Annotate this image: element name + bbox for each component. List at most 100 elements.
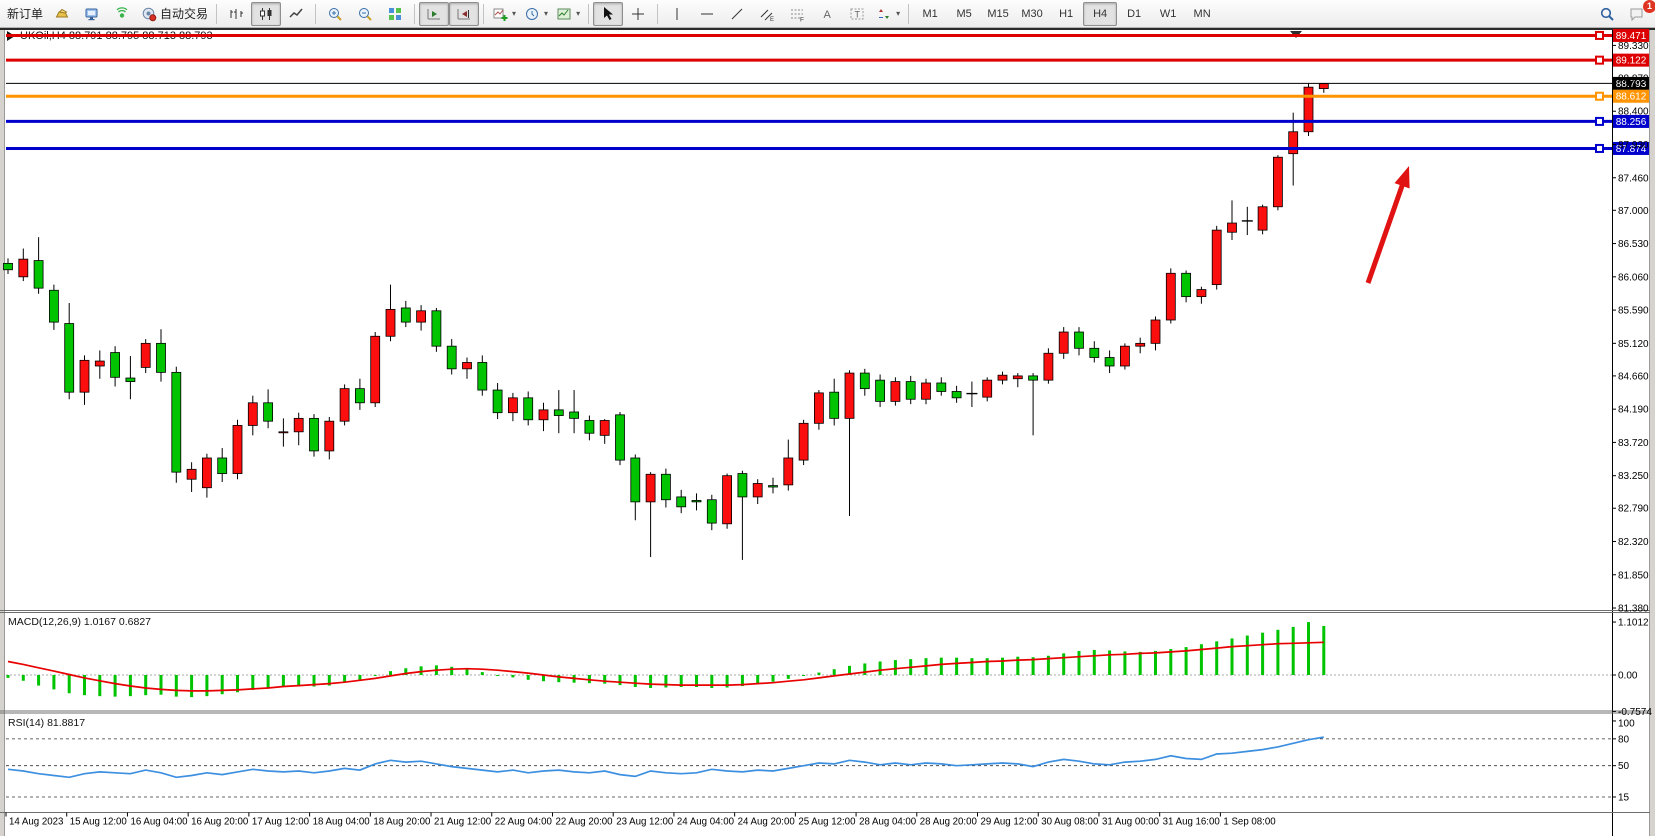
line-anchor-handle[interactable] bbox=[1595, 116, 1604, 126]
macd-histogram-bar bbox=[251, 674, 255, 690]
candle bbox=[477, 355, 488, 396]
macd-histogram-bar bbox=[618, 674, 622, 686]
equidistant-channel-button[interactable]: E bbox=[752, 2, 782, 26]
timeframe-m5[interactable]: M5 bbox=[947, 2, 981, 26]
candle bbox=[538, 402, 549, 432]
horizontal-level-lines[interactable]: 89.471 89.122 88.793 88.612 88.256 87.874 bbox=[6, 28, 1649, 155]
candle bbox=[1074, 327, 1084, 356]
auto-trading-button-label: 自动交易 bbox=[160, 7, 209, 21]
zoom-in-button[interactable] bbox=[320, 2, 350, 26]
price-tick-label: 88.400 bbox=[1618, 107, 1649, 118]
auto-trading-button[interactable]: 自动交易 bbox=[137, 2, 212, 26]
timeframe-m30[interactable]: M30 bbox=[1015, 2, 1049, 26]
zoom-out-button[interactable] bbox=[350, 2, 380, 26]
price-tick-label: 84.660 bbox=[1618, 371, 1649, 382]
macd-histogram-bar bbox=[939, 657, 943, 675]
candle bbox=[125, 356, 136, 400]
text-label-button[interactable]: T bbox=[842, 2, 872, 26]
macd-histogram-bar bbox=[649, 674, 653, 688]
macd-histogram-bar bbox=[1169, 649, 1173, 675]
date-tick-label: 24 Aug 04:00 bbox=[677, 817, 735, 828]
tile-windows-button[interactable] bbox=[380, 2, 410, 26]
timeframe-h1-label: H1 bbox=[1059, 7, 1074, 20]
macd-histogram-bar bbox=[1215, 641, 1219, 675]
date-tick-label: 1 Sep 08:00 bbox=[1223, 817, 1276, 828]
chevron-down-icon: ▾ bbox=[576, 9, 581, 18]
timeframe-mn[interactable]: MN bbox=[1185, 2, 1219, 26]
auto-scroll-button[interactable] bbox=[419, 1, 450, 26]
bar-chart-button[interactable] bbox=[221, 2, 251, 26]
notifications-button[interactable]: 1 bbox=[1622, 0, 1655, 26]
arrow-objects-button[interactable]: ▾ bbox=[872, 2, 904, 26]
candle bbox=[416, 305, 427, 331]
price-axis[interactable]: 89.330 88.870 88.400 87.930 87.460 87.000 86.5… bbox=[1612, 41, 1649, 615]
macd-histogram-bar bbox=[786, 674, 790, 679]
macd-pane: 1.1012 0.00 -0.7574 bbox=[6, 618, 1652, 718]
timeframe-d1-label: D1 bbox=[1127, 7, 1142, 20]
macd-histogram-bar bbox=[52, 674, 56, 690]
crosshair-button[interactable] bbox=[623, 2, 653, 26]
date-tick-label: 16 Aug 04:00 bbox=[130, 817, 188, 828]
candle bbox=[1165, 268, 1176, 324]
candlestick-chart-button[interactable] bbox=[251, 1, 282, 26]
trend-arrow[interactable] bbox=[1365, 166, 1410, 284]
candle bbox=[400, 300, 411, 328]
toolbar-separator bbox=[315, 3, 317, 24]
date-tick-label: 16 Aug 20:00 bbox=[191, 817, 249, 828]
candle bbox=[676, 489, 687, 514]
macd-histogram-bar bbox=[863, 663, 867, 675]
macd-histogram-bar bbox=[1322, 625, 1326, 675]
macd-histogram-bar bbox=[1276, 629, 1280, 675]
candle bbox=[462, 357, 472, 379]
trendline-button[interactable] bbox=[722, 2, 752, 26]
line-anchor-handle[interactable] bbox=[1595, 143, 1604, 153]
timeframe-h4[interactable]: H4 bbox=[1083, 1, 1118, 26]
fibonacci-button[interactable]: F bbox=[782, 2, 812, 26]
macd-histogram-bar bbox=[419, 666, 423, 675]
timeframe-d1[interactable]: D1 bbox=[1117, 2, 1151, 26]
search-button[interactable] bbox=[1592, 2, 1622, 26]
line-anchor-handle[interactable] bbox=[1595, 55, 1604, 65]
vertical-line-button[interactable] bbox=[662, 2, 692, 26]
line-anchor-handle[interactable] bbox=[1595, 91, 1604, 101]
candle bbox=[921, 378, 931, 405]
text-button[interactable]: A bbox=[812, 2, 842, 26]
periods-button[interactable]: ▾ bbox=[520, 2, 552, 26]
candle bbox=[507, 392, 518, 422]
macd-histogram-bar bbox=[220, 674, 224, 695]
candle bbox=[615, 411, 625, 466]
candle bbox=[706, 494, 717, 531]
line-anchor-handle[interactable] bbox=[1595, 30, 1604, 40]
date-axis[interactable]: 14 Aug 2023 15 Aug 12:00 16 Aug 04:00 16 Au… bbox=[5, 812, 1276, 828]
chart-shift-button[interactable] bbox=[449, 1, 480, 26]
macd-histogram-bar bbox=[985, 658, 989, 675]
macd-histogram-bar bbox=[373, 674, 377, 676]
price-tick-label: 89.330 bbox=[1618, 41, 1649, 52]
cursor-button[interactable] bbox=[593, 1, 624, 26]
candle bbox=[156, 329, 166, 382]
templates-button[interactable]: ▾ bbox=[552, 2, 584, 26]
svg-text:T: T bbox=[855, 9, 861, 19]
signals-icon[interactable] bbox=[107, 2, 137, 26]
candle bbox=[1028, 373, 1038, 436]
horizontal-line-button[interactable] bbox=[692, 2, 722, 26]
macd-histogram-bar bbox=[878, 661, 882, 675]
candle bbox=[186, 462, 197, 492]
line-chart-button[interactable] bbox=[281, 2, 311, 26]
candle bbox=[309, 414, 319, 457]
timeframe-w1[interactable]: W1 bbox=[1151, 2, 1185, 26]
virtual-hosting-icon[interactable] bbox=[77, 2, 107, 26]
macd-axis-label: 0.00 bbox=[1618, 670, 1638, 681]
mql5-community-icon[interactable] bbox=[47, 2, 77, 26]
timeframe-m5-label: M5 bbox=[956, 7, 972, 20]
rsi-axis-label: 50 bbox=[1618, 761, 1630, 772]
candle bbox=[1196, 286, 1207, 304]
timeframe-h1[interactable]: H1 bbox=[1049, 2, 1083, 26]
new-order-button[interactable]: 新订单 bbox=[3, 2, 47, 26]
indicators-button[interactable]: ▾ bbox=[488, 2, 520, 26]
timeframe-w1-label: W1 bbox=[1159, 7, 1177, 20]
price-tick-label: 85.590 bbox=[1618, 306, 1649, 317]
timeframe-m15[interactable]: M15 bbox=[981, 2, 1015, 26]
timeframe-m1[interactable]: M1 bbox=[913, 2, 947, 26]
